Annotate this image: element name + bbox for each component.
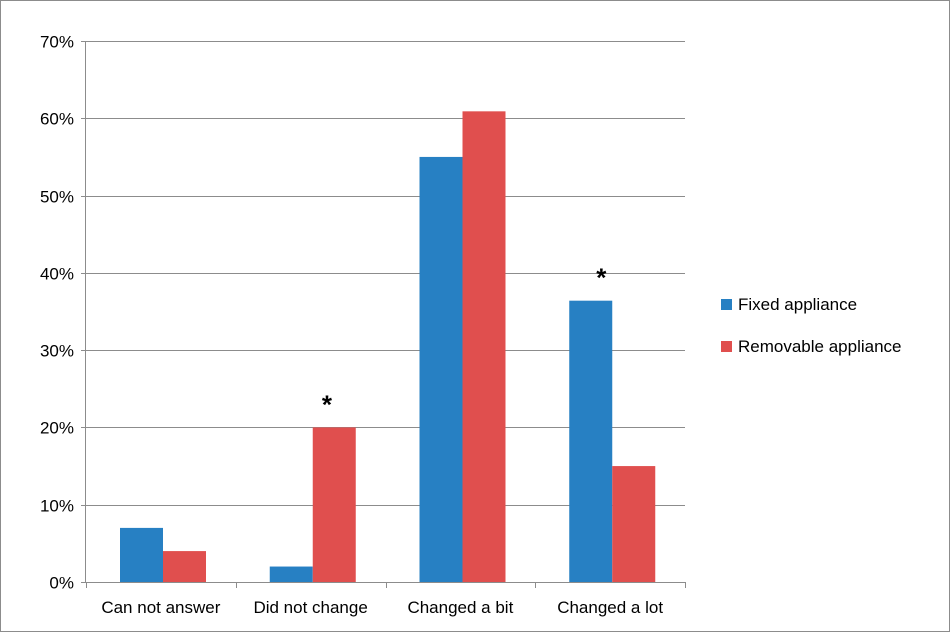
bar-removable xyxy=(462,111,506,582)
significance-asterisk: * xyxy=(596,263,607,293)
legend-swatch xyxy=(721,299,732,310)
bars xyxy=(120,111,656,582)
legend-label: Removable appliance xyxy=(738,337,902,356)
y-tick-label: 50% xyxy=(40,188,74,207)
gridlines xyxy=(81,41,685,506)
y-tick-label: 20% xyxy=(40,419,74,438)
x-category-label: Changed a lot xyxy=(557,598,663,617)
y-tick-label: 60% xyxy=(40,110,74,129)
bar-removable xyxy=(163,551,206,582)
legend-label: Fixed appliance xyxy=(738,295,857,314)
x-category-label: Changed a bit xyxy=(407,598,513,617)
axes: 0% 10% 20% 30% 40% 50% 60% 70% Can not answer Did… xyxy=(40,33,686,617)
annotations: ** xyxy=(322,263,607,420)
y-tick-label: 0% xyxy=(49,574,74,593)
legend-swatch xyxy=(721,341,732,352)
y-tick-label: 10% xyxy=(40,497,74,516)
x-category-label: Did not change xyxy=(253,598,367,617)
bar-removable xyxy=(612,466,656,582)
bar-fixed xyxy=(269,566,313,582)
y-tick-label: 70% xyxy=(40,33,74,52)
legend: Fixed appliance Removable appliance xyxy=(721,295,902,356)
x-category-label: Can not answer xyxy=(101,598,220,617)
bar-removable xyxy=(312,427,356,582)
bar-fixed xyxy=(569,300,613,582)
y-tick-label: 40% xyxy=(40,265,74,284)
y-tick-label: 30% xyxy=(40,342,74,361)
bar-fixed xyxy=(419,156,463,582)
bar-fixed xyxy=(120,527,163,582)
significance-asterisk: * xyxy=(322,389,333,419)
